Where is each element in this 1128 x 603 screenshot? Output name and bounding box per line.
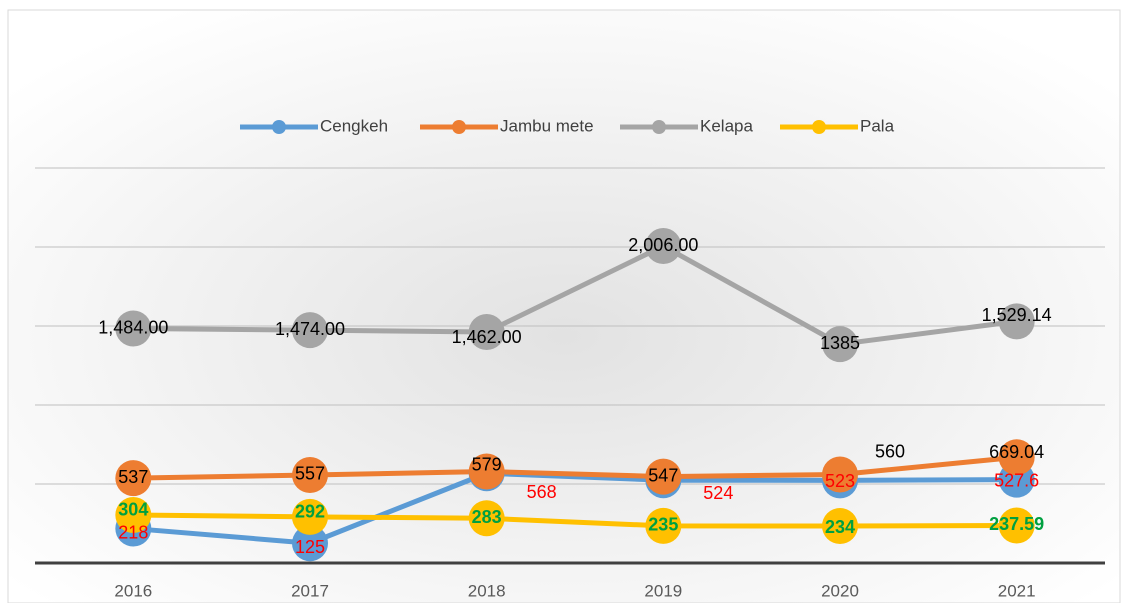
x-tick-label: 2020 — [821, 581, 859, 600]
data-label: 235 — [648, 515, 678, 535]
marker — [115, 460, 152, 497]
data-label: 304 — [118, 500, 148, 520]
data-label: 283 — [472, 507, 502, 527]
series-line — [133, 512, 1017, 529]
marker — [645, 228, 682, 265]
marker — [645, 458, 682, 495]
marker — [822, 326, 858, 363]
plot-background — [7, 9, 1121, 603]
data-label: 292 — [295, 502, 325, 522]
legend-marker — [452, 120, 466, 134]
marker — [998, 303, 1035, 340]
data-label: 1,474.00 — [275, 319, 345, 339]
data-label: 523 — [825, 471, 855, 491]
data-label: 237.59 — [989, 514, 1044, 534]
marker — [998, 507, 1035, 544]
data-label: 218 — [118, 522, 148, 542]
legend-label: Kelapa — [700, 116, 753, 135]
marker — [468, 500, 505, 537]
data-label: 547 — [648, 465, 678, 485]
legend-marker — [272, 120, 286, 134]
legend-marker — [812, 120, 826, 134]
series-line — [133, 243, 1017, 347]
data-label: 568 — [527, 482, 557, 502]
marker — [115, 310, 152, 347]
data-label: 579 — [472, 454, 502, 474]
legend-label: Pala — [860, 116, 895, 135]
data-label: 537 — [118, 467, 148, 487]
data-label: 1,462.00 — [452, 327, 522, 347]
legend-marker — [652, 120, 666, 134]
series-line — [133, 470, 1017, 546]
data-label: 527.6 — [994, 470, 1039, 490]
legend-label: Cengkeh — [320, 116, 388, 135]
marker — [822, 508, 858, 545]
data-label: 1,529.14 — [982, 305, 1052, 325]
data-label: 2,006.00 — [628, 235, 698, 255]
data-label: 557 — [295, 464, 325, 484]
marker — [292, 498, 328, 535]
data-label: 125 — [295, 537, 325, 557]
data-label: 1,484.00 — [98, 317, 168, 337]
data-label: 669.04 — [989, 442, 1044, 462]
x-tick-label: 2021 — [998, 581, 1036, 600]
data-label: 560 — [875, 441, 905, 461]
series-line — [133, 454, 1017, 481]
x-tick-label: 2019 — [644, 581, 682, 600]
data-label: 524 — [703, 483, 733, 503]
marker — [115, 496, 152, 533]
x-tick-label: 2018 — [468, 581, 506, 600]
x-tick-label: 2017 — [291, 581, 329, 600]
marker — [998, 439, 1035, 476]
marker — [468, 453, 505, 490]
x-tick-label: 2016 — [114, 581, 152, 600]
marker — [468, 314, 505, 351]
marker — [292, 456, 328, 493]
marker — [822, 456, 858, 493]
legend-label: Jambu mete — [500, 116, 594, 135]
marker — [645, 507, 682, 544]
data-label: 234 — [825, 517, 855, 537]
marker — [292, 312, 328, 349]
data-label: 1385 — [820, 333, 860, 353]
marker — [292, 525, 328, 562]
